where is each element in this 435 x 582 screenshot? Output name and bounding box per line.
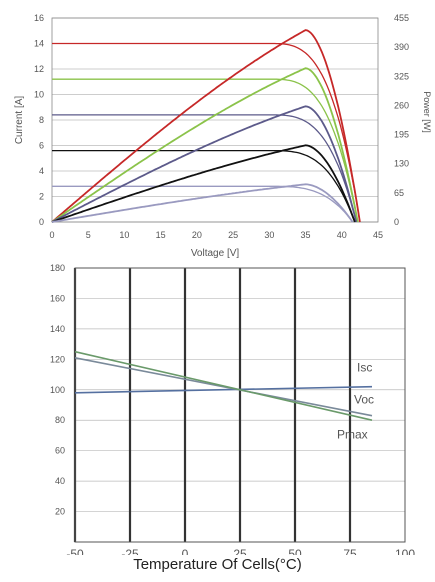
x-tick-label: 25 bbox=[233, 547, 247, 555]
y-tick-label: 20 bbox=[55, 507, 65, 517]
iv-curve bbox=[52, 185, 354, 223]
x-tick-label: 15 bbox=[156, 230, 166, 240]
x-tick-label: 0 bbox=[182, 547, 189, 555]
x-tick-label: 10 bbox=[119, 230, 129, 240]
plot-frame bbox=[74, 267, 406, 543]
x-tick-label: 25 bbox=[228, 230, 238, 240]
series-label-pmax: Pmax bbox=[337, 427, 368, 441]
y2-axis-title: Power [W] bbox=[422, 91, 432, 133]
x-tick-label: 40 bbox=[337, 230, 347, 240]
x-tick-label: 45 bbox=[373, 230, 383, 240]
y-tick-label: 0 bbox=[39, 217, 44, 227]
x-tick-label: 20 bbox=[192, 230, 202, 240]
temperature-chart: 20 40 60 80 100 120 140 160 180 -50 -25 0 25 50 75 100 I… bbox=[50, 263, 415, 555]
y-tick-label: 40 bbox=[55, 476, 65, 486]
iv-curve bbox=[52, 78, 359, 223]
y-tick-label: 2 bbox=[39, 192, 44, 202]
iv-curve bbox=[52, 149, 356, 223]
pv-curve bbox=[51, 29, 361, 223]
y-tick-label: 80 bbox=[55, 415, 65, 425]
pv-curve bbox=[51, 105, 358, 223]
iv-curve bbox=[52, 42, 361, 223]
x-axis-title: Voltage [V] bbox=[191, 248, 240, 258]
y-tick-label: 4 bbox=[39, 166, 44, 176]
x-tick-label: 50 bbox=[288, 547, 302, 555]
y-axis-title: Current [A] bbox=[14, 96, 25, 145]
x-tick-label: 30 bbox=[264, 230, 274, 240]
plot-frame bbox=[51, 17, 379, 223]
y2-tick-label: 195 bbox=[394, 130, 409, 140]
y-tick-label: 14 bbox=[34, 39, 44, 49]
iv-pv-chart: 0 2 4 6 8 10 12 14 16 0 65 130 195 260 325 390 455 0 5 10 15… bbox=[14, 13, 432, 258]
y-tick-label: 140 bbox=[50, 324, 65, 334]
pv-curve bbox=[51, 144, 356, 223]
y-tick-label: 12 bbox=[34, 64, 44, 74]
y-tick-label: 10 bbox=[34, 90, 44, 100]
y-tick-label: 120 bbox=[50, 354, 65, 364]
y-tick-label: 8 bbox=[39, 115, 44, 125]
y2-tick-label: 0 bbox=[394, 217, 399, 227]
temperature-x-axis-title: Temperature Of Cells(°C) bbox=[133, 556, 302, 573]
y2-tick-label: 130 bbox=[394, 159, 409, 169]
y-tick-label: 6 bbox=[39, 141, 44, 151]
y2-tick-label: 325 bbox=[394, 71, 409, 81]
series-line-isc bbox=[74, 385, 373, 394]
x-tick-label: 35 bbox=[301, 230, 311, 240]
series-label-voc: Voc bbox=[354, 392, 374, 406]
series-line-pmax bbox=[74, 350, 373, 421]
y2-tick-label: 260 bbox=[394, 100, 409, 110]
x-tick-label: 0 bbox=[49, 230, 54, 240]
y-tick-label: 160 bbox=[50, 293, 65, 303]
x-tick-label: -50 bbox=[66, 547, 84, 555]
x-tick-label: 75 bbox=[343, 547, 357, 555]
y2-tick-label: 455 bbox=[394, 13, 409, 23]
pv-curve bbox=[51, 67, 359, 223]
y-tick-label: 16 bbox=[34, 13, 44, 23]
y2-tick-label: 65 bbox=[394, 188, 404, 198]
series-label-isc: Isc bbox=[357, 361, 372, 375]
x-tick-label: 100 bbox=[395, 547, 415, 555]
y-tick-label: 60 bbox=[55, 446, 65, 456]
x-tick-label: -25 bbox=[121, 547, 139, 555]
y-tick-label: 180 bbox=[50, 263, 65, 273]
iv-curve bbox=[52, 114, 357, 223]
pv-curve bbox=[51, 183, 354, 223]
y-tick-label: 100 bbox=[50, 385, 65, 395]
y2-tick-label: 390 bbox=[394, 42, 409, 52]
x-tick-label: 5 bbox=[86, 230, 91, 240]
